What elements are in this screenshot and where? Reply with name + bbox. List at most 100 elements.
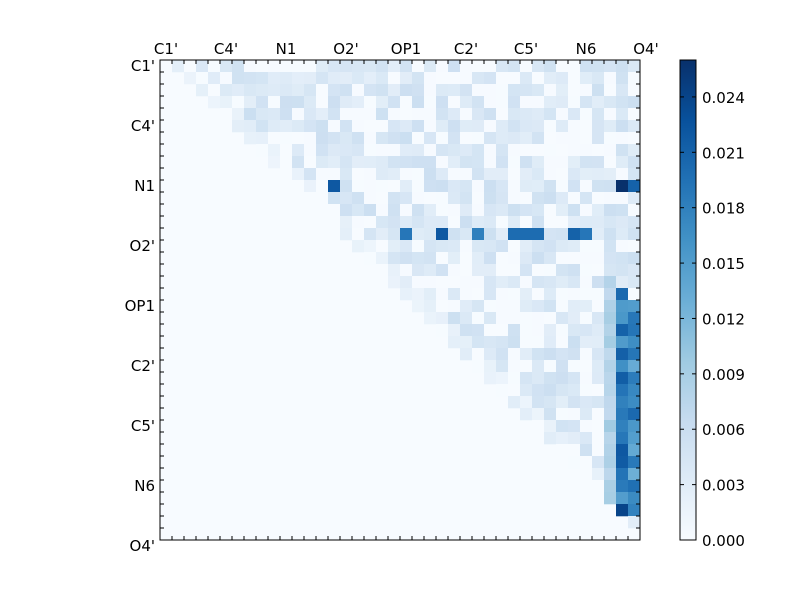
heatmap-cell [484, 168, 497, 181]
heatmap-cell [484, 360, 497, 373]
heatmap-cell [364, 108, 377, 121]
heatmap-cell [412, 60, 425, 73]
heatmap-cell [568, 96, 581, 109]
heatmap-cell [508, 180, 521, 193]
heatmap-cell [364, 240, 377, 253]
heatmap-cell [592, 180, 605, 193]
heatmap-cell [616, 156, 629, 169]
heatmap-cell [460, 192, 473, 205]
heatmap-cell [568, 324, 581, 337]
heatmap-cell [316, 120, 329, 133]
x-tick-label: O4' [633, 40, 658, 58]
heatmap-cell [460, 288, 473, 301]
heatmap-cell [532, 120, 545, 133]
heatmap-cell [556, 372, 569, 385]
heatmap-cell [508, 324, 521, 337]
heatmap-cell [376, 192, 389, 205]
heatmap-cell [328, 108, 341, 121]
heatmap-cell [340, 180, 353, 193]
heatmap-cell [388, 204, 401, 217]
heatmap-cell [340, 60, 353, 73]
heatmap-cell [244, 84, 257, 97]
heatmap-cell [448, 108, 461, 121]
heatmap-cell [556, 300, 569, 313]
heatmap-cell [544, 240, 557, 253]
heatmap-cell [460, 228, 473, 241]
heatmap-cell [364, 216, 377, 229]
heatmap-cell [448, 120, 461, 133]
heatmap-cell [232, 84, 245, 97]
heatmap-cell [508, 384, 521, 397]
heatmap-cell [532, 300, 545, 313]
y-tick-label: N6 [134, 477, 155, 495]
heatmap-cell [628, 516, 641, 529]
heatmap-cell [292, 96, 305, 109]
heatmap-cell [436, 96, 449, 109]
heatmap-cell [472, 240, 485, 253]
heatmap-cell [280, 96, 293, 109]
heatmap-cell [352, 168, 365, 181]
heatmap-cell [616, 288, 629, 301]
heatmap-cell [376, 216, 389, 229]
heatmap-cell [484, 60, 497, 73]
heatmap-cell [448, 324, 461, 337]
heatmap-cell [424, 72, 437, 85]
heatmap-cell [448, 204, 461, 217]
heatmap-cell [376, 84, 389, 97]
heatmap-cell [376, 156, 389, 169]
heatmap-cell [436, 180, 449, 193]
colorbar-tick-label: 0.018 [702, 200, 745, 218]
heatmap-cell [472, 132, 485, 145]
heatmap-cell [628, 300, 641, 313]
heatmap-cell [628, 192, 641, 205]
y-tick-label: N1 [134, 177, 155, 195]
colorbar-ticks: 0.000 0.003 0.006 0.009 0.012 0.015 0.018 0.021… [680, 89, 745, 550]
heatmap-cell [496, 288, 509, 301]
heatmap-cell [544, 384, 557, 397]
heatmap-cell [616, 204, 629, 217]
heatmap-cell [340, 132, 353, 145]
heatmap-cell [556, 240, 569, 253]
heatmap-cell [472, 288, 485, 301]
x-tick-label: C5' [514, 40, 538, 58]
heatmap-cell [400, 192, 413, 205]
heatmap-cell [376, 120, 389, 133]
heatmap-cell [520, 204, 533, 217]
heatmap-cell [328, 204, 341, 217]
heatmap-cell [628, 204, 641, 217]
heatmap-cell [436, 60, 449, 73]
heatmap-cell [592, 60, 605, 73]
heatmap-cell [568, 420, 581, 433]
heatmap-cell [616, 504, 629, 517]
heatmap-cell [400, 252, 413, 265]
heatmap-cells [160, 60, 641, 540]
heatmap-cell [376, 228, 389, 241]
colorbar-frame [679, 59, 697, 541]
heatmap-cell [460, 108, 473, 121]
heatmap-cell [340, 168, 353, 181]
heatmap-cell [592, 456, 605, 469]
heatmap-cell [568, 252, 581, 265]
heatmap-cell [448, 60, 461, 73]
heatmap-cell [460, 144, 473, 157]
heatmap-cell [316, 108, 329, 121]
heatmap-cell [508, 276, 521, 289]
heatmap-cell [232, 72, 245, 85]
heatmap-cell [460, 276, 473, 289]
heatmap-cell [532, 240, 545, 253]
heatmap-cell [532, 60, 545, 73]
heatmap-cell [472, 144, 485, 157]
heatmap-cell [412, 300, 425, 313]
heatmap-cell [604, 360, 617, 373]
heatmap-cell [400, 276, 413, 289]
heatmap-cell [568, 228, 581, 241]
heatmap-cell [544, 300, 557, 313]
heatmap-cell [508, 144, 521, 157]
heatmap-cell [460, 120, 473, 133]
heatmap-cell [424, 276, 437, 289]
heatmap-cell [604, 108, 617, 121]
heatmap-cell [532, 336, 545, 349]
heatmap-cell [316, 60, 329, 73]
heatmap-cell [520, 120, 533, 133]
heatmap-cell [616, 312, 629, 325]
